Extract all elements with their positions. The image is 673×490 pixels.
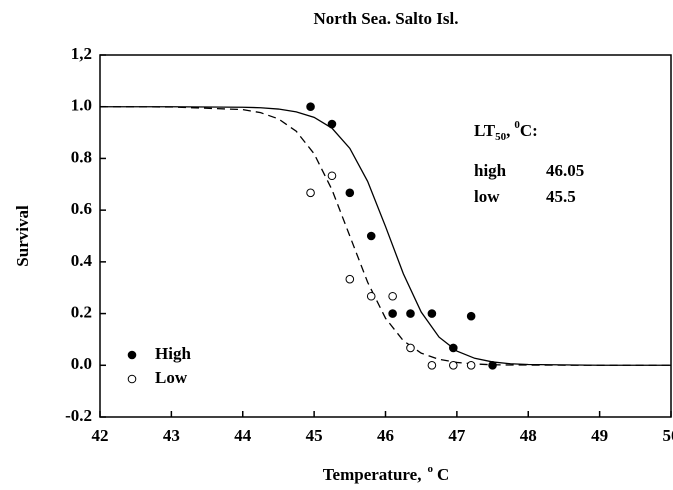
lt-sep: , (506, 121, 510, 140)
data-point (366, 231, 376, 241)
x-tick-label: 50 (663, 426, 673, 445)
y-tick-label: 0.2 (71, 302, 92, 321)
lt: LT (474, 121, 496, 140)
fit-curve (99, 106, 671, 366)
data-point (366, 291, 376, 301)
y-tick-label: 1,2 (71, 44, 92, 63)
y-axis-label: Survival (13, 205, 32, 267)
data-point (345, 274, 355, 284)
y-tick-label: -0.2 (65, 406, 92, 425)
lt-sup: 0 (514, 119, 520, 131)
annotation-name: low (474, 187, 500, 206)
annotation-value: 46.05 (546, 161, 584, 180)
x-tick-label: 42 (92, 426, 109, 445)
lt-unit: C: (520, 121, 538, 140)
x-tick-label: 43 (163, 426, 180, 445)
legend-marker (127, 350, 137, 360)
x-label-text: Temperature, (323, 465, 422, 484)
data-point (388, 309, 397, 318)
annotation-name: high (474, 161, 507, 180)
data-point (427, 360, 437, 370)
data-point (406, 309, 415, 318)
legend-label: Low (155, 368, 188, 387)
data-point (345, 188, 355, 198)
annotation-value: 45.5 (546, 187, 576, 206)
y-tick-label: 0.8 (71, 147, 92, 166)
y-tick-label: 1.0 (71, 96, 92, 115)
data-point (466, 311, 476, 321)
y-tick-label: 0.0 (71, 354, 92, 373)
data-point (306, 102, 315, 112)
chart-title: North Sea. Salto Isl. (314, 9, 459, 28)
y-tick-label: 0.6 (71, 199, 92, 218)
data-point (306, 188, 315, 198)
data-point (449, 360, 458, 370)
x-tick-label: 48 (520, 426, 537, 445)
data-point (327, 171, 337, 181)
x-label-unit: C (437, 465, 449, 484)
data-point (388, 291, 397, 301)
lt-sub: 50 (495, 131, 507, 143)
legend-marker (127, 374, 137, 384)
data-point (427, 309, 437, 318)
x-tick-label: 49 (591, 426, 608, 445)
data-point (327, 119, 337, 129)
data-point (488, 360, 497, 370)
legend-label: High (155, 344, 191, 363)
annotation-title: LT50, 0C: (474, 119, 538, 143)
data-point (406, 343, 415, 353)
x-label-sup: o (427, 463, 433, 475)
y-tick-label: 0.4 (71, 251, 93, 270)
x-tick-label: 44 (234, 426, 252, 445)
x-tick-label: 45 (306, 426, 323, 445)
data-point (466, 360, 476, 370)
fit-curve (100, 106, 671, 366)
data-point (449, 343, 458, 353)
x-tick-label: 46 (377, 426, 394, 445)
x-tick-label: 47 (448, 426, 466, 445)
x-axis-label: Temperature, o C (323, 463, 449, 484)
